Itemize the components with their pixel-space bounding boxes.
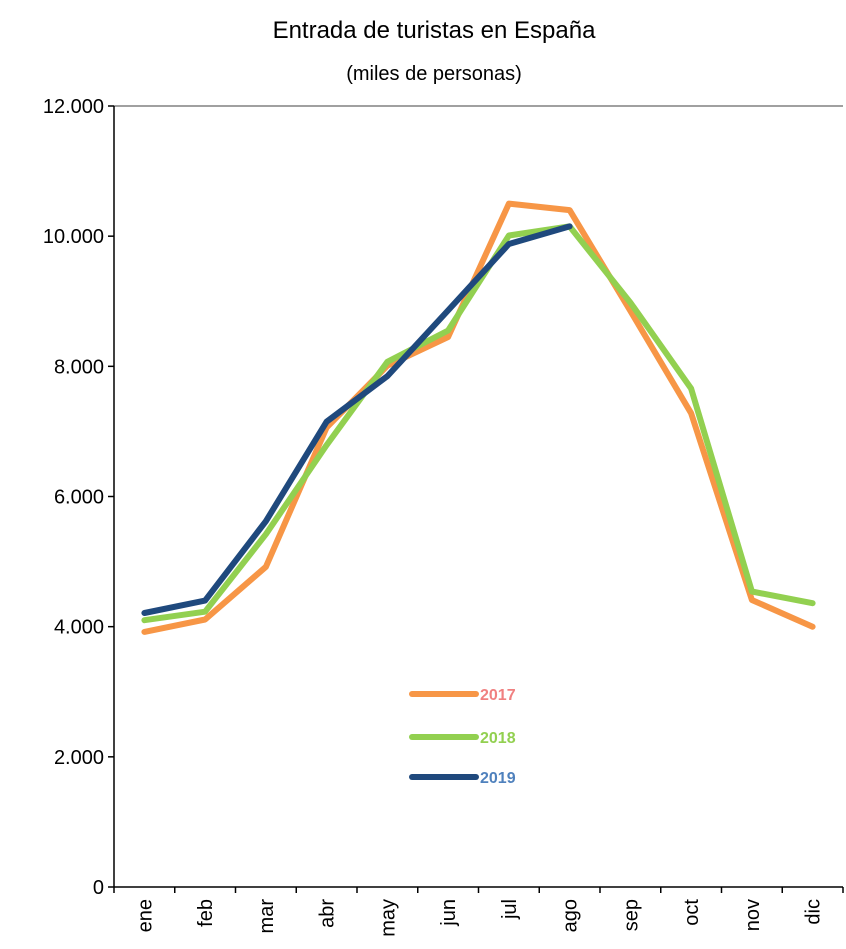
chart-subtitle: (miles de personas) bbox=[346, 63, 522, 85]
x-tick-label: jun bbox=[438, 899, 460, 927]
y-tick-label: 6.000 bbox=[54, 487, 104, 509]
x-tick-label: feb bbox=[195, 899, 217, 927]
x-tick-label: oct bbox=[681, 899, 703, 926]
y-tick-label: 12.000 bbox=[43, 96, 104, 118]
x-tick-label: ene bbox=[134, 899, 156, 932]
series-line-2017 bbox=[141, 200, 816, 635]
y-tick-label: 2.000 bbox=[54, 747, 104, 769]
x-tick-label: mar bbox=[256, 899, 278, 934]
y-tick-label: 4.000 bbox=[54, 617, 104, 639]
x-tick-label: ago bbox=[560, 899, 582, 932]
legend-label-2019: 2019 bbox=[480, 770, 516, 787]
series-line-2019 bbox=[141, 223, 573, 616]
legend-label-2018: 2018 bbox=[480, 730, 516, 747]
series-lines bbox=[141, 200, 816, 635]
x-tick-label: may bbox=[377, 899, 399, 937]
x-tick-label: nov bbox=[742, 899, 764, 931]
chart-title: Entrada de turistas en España bbox=[273, 17, 597, 44]
y-tick-label: 8.000 bbox=[54, 356, 104, 378]
y-tick-label: 10.000 bbox=[43, 226, 104, 248]
x-tick-label: dic bbox=[803, 899, 825, 925]
series-line-2018 bbox=[141, 223, 816, 624]
x-tick-label: sep bbox=[620, 899, 642, 931]
x-axis-ticks: ene feb mar abr may jun jul ago sep oct nov dic bbox=[113, 887, 844, 937]
x-tick-label: abr bbox=[317, 899, 339, 928]
y-axis-ticks: 0 2.000 4.000 6.000 8.000 10.000 12.000 bbox=[43, 96, 114, 899]
x-tick-label: jul bbox=[499, 899, 521, 920]
legend-label-2017: 2017 bbox=[480, 687, 516, 704]
y-tick-label: 0 bbox=[93, 877, 104, 899]
legend: 2017 2018 2019 bbox=[409, 687, 516, 787]
